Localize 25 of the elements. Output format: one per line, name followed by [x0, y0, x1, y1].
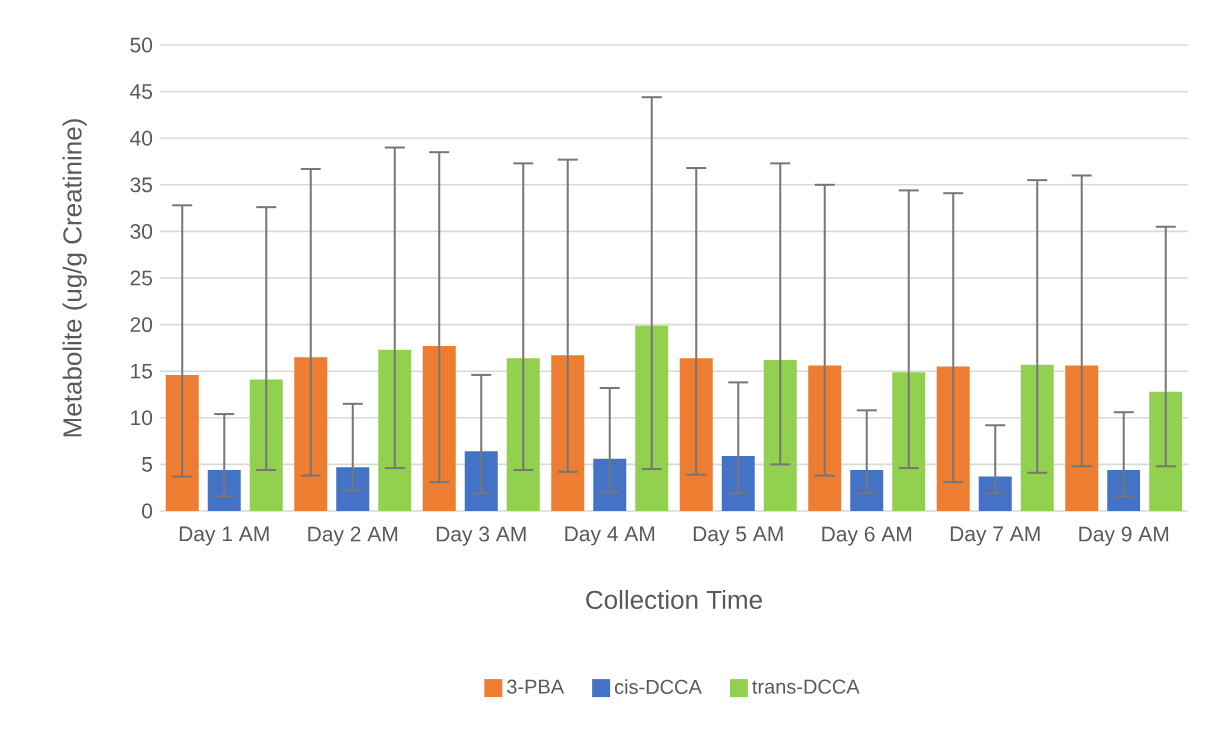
legend-label: 3-PBA	[507, 679, 565, 694]
y-tick-label: 40	[130, 130, 153, 146]
x-axis-title: Collection Time	[586, 589, 762, 610]
y-tick-label: 35	[130, 177, 153, 193]
x-tick-label: Day 3 AM	[436, 526, 526, 546]
y-tick-label: 20	[130, 317, 153, 333]
x-tick-label: Day 9 AM	[1079, 526, 1169, 546]
y-tick-label: 0	[142, 503, 153, 519]
y-tick-label: 5	[142, 457, 153, 472]
x-tick-label: Day 6 AM	[822, 526, 912, 546]
y-tick-label: 10	[131, 410, 153, 426]
y-axis-title: Metabolite (ug/g Creatinine)	[62, 119, 87, 437]
legend-label: cis-DCCA	[614, 679, 702, 695]
y-tick-label: 15	[131, 363, 153, 379]
x-tick-label: Day 7 AM	[950, 526, 1040, 546]
y-tick-label: 50	[130, 37, 153, 53]
bar	[978, 476, 1012, 511]
x-tick-label: Day 1 AM	[179, 526, 269, 546]
x-tick-label: Day 4 AM	[565, 526, 655, 546]
y-tick-label: 25	[130, 270, 153, 286]
legend-label: trans-DCCA	[752, 679, 860, 694]
x-tick-label: Day 5 AM	[693, 526, 783, 546]
y-tick-label: 45	[130, 84, 153, 99]
y-tick-label: 30	[130, 223, 153, 239]
x-tick-label: Day 2 AM	[308, 526, 398, 546]
